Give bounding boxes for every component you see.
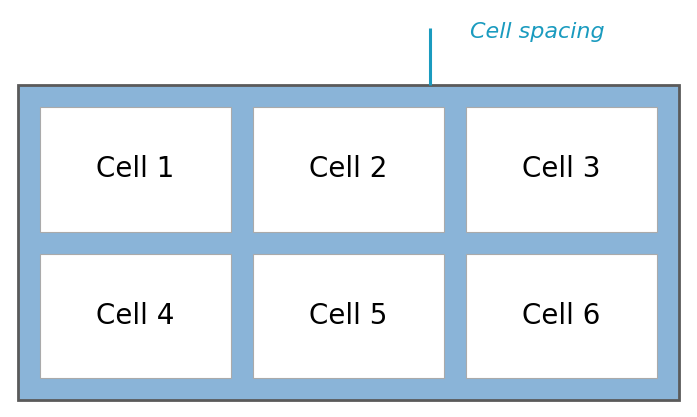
Text: Cell 6: Cell 6 bbox=[522, 302, 601, 330]
Bar bbox=[466, 254, 657, 378]
Bar bbox=[466, 107, 657, 231]
Bar bbox=[40, 254, 231, 378]
Text: Cell 1: Cell 1 bbox=[96, 155, 175, 183]
Text: Cell 3: Cell 3 bbox=[522, 155, 601, 183]
Bar bbox=[18, 85, 679, 400]
Bar bbox=[253, 254, 444, 378]
Bar bbox=[253, 107, 444, 231]
Bar bbox=[40, 107, 231, 231]
Text: Cell spacing: Cell spacing bbox=[470, 22, 604, 42]
Text: Cell 2: Cell 2 bbox=[309, 155, 388, 183]
Text: Cell 5: Cell 5 bbox=[309, 302, 388, 330]
Text: Cell 4: Cell 4 bbox=[96, 302, 175, 330]
